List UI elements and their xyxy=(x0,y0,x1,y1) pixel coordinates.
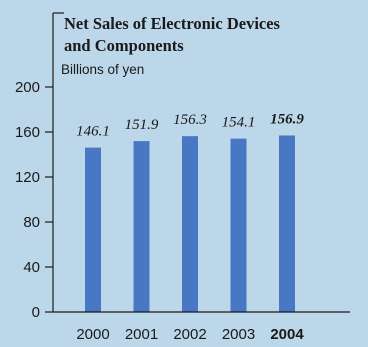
x-tick-label: 2003 xyxy=(222,326,255,343)
y-tick-label: 80 xyxy=(23,214,40,231)
bar-value-label: 146.1 xyxy=(76,124,110,140)
bar-2003 xyxy=(230,138,247,312)
y-tick-label: 160 xyxy=(15,124,40,141)
x-tick-label: 2001 xyxy=(125,326,158,343)
x-tick-label: 2002 xyxy=(173,326,206,343)
y-tick-label: 0 xyxy=(32,304,40,321)
bar-value-label: 154.1 xyxy=(222,115,256,131)
bar-value-label: 156.3 xyxy=(173,112,207,128)
x-tick-label: 2000 xyxy=(76,326,109,343)
bar-2000 xyxy=(85,147,101,312)
chart-title-line-2: and Components xyxy=(64,36,184,55)
bar-2004 xyxy=(279,135,295,312)
y-tick-label: 40 xyxy=(23,259,40,276)
bar-value-label: 156.9 xyxy=(270,111,304,127)
bar-value-label: 151.9 xyxy=(125,117,159,133)
bar-2002 xyxy=(182,136,198,312)
bar-2001 xyxy=(133,141,150,312)
y-tick-label: 120 xyxy=(15,169,40,186)
y-axis-label: Billions of yen xyxy=(61,62,144,77)
chart-title: Net Sales of Electronic Devices and Comp… xyxy=(64,14,281,55)
axes-group: 0 40 80 120 160 200 2000 2001 2002 2003 2004 xyxy=(15,12,350,343)
bars-group: 146.1 151.9 156.3 154.1 156.9 xyxy=(76,111,304,312)
x-tick-label: 2004 xyxy=(270,326,304,343)
y-tick-label: 200 xyxy=(15,79,40,96)
chart-title-line-1: Net Sales of Electronic Devices xyxy=(64,14,281,33)
